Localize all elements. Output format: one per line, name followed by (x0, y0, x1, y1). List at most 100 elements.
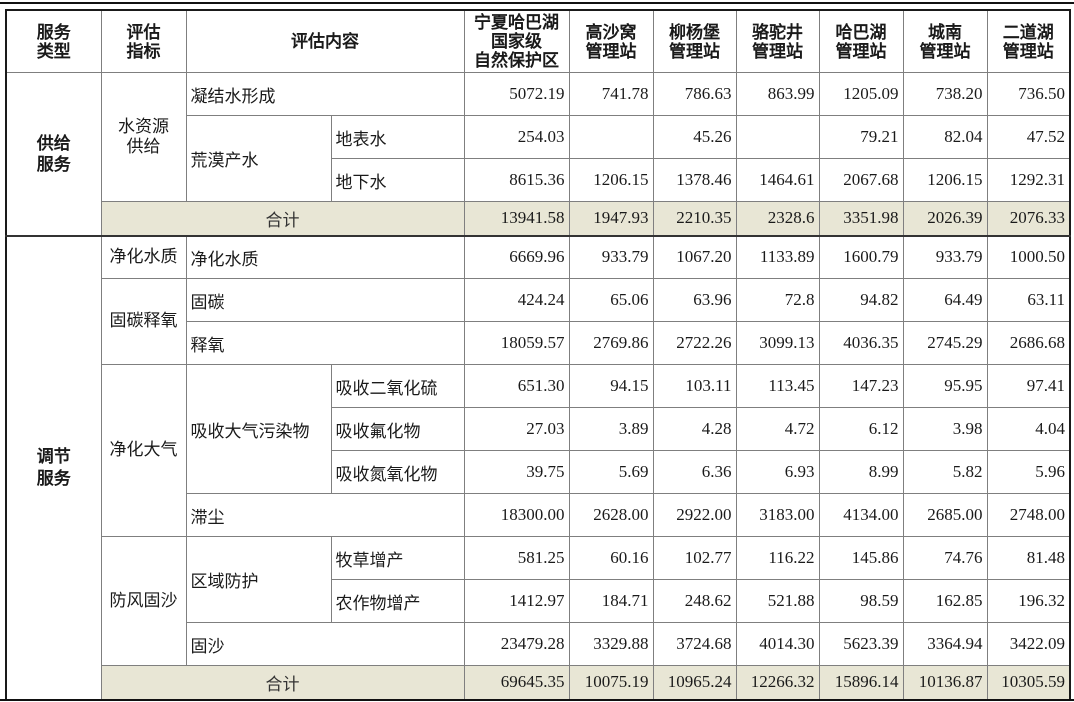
value-cell: 113.45 (735, 364, 820, 409)
value-cell: 738.20 (902, 72, 988, 117)
row-label: 固碳 (185, 278, 465, 323)
value-cell: 69645.35 (463, 665, 570, 701)
value-cell: 116.22 (735, 536, 820, 581)
value-cell: 3183.00 (735, 493, 820, 538)
group-label-absorb-pollutants: 吸收大气污染物 (185, 364, 332, 495)
value-cell: 79.21 (818, 115, 904, 160)
value-cell: 6669.96 (463, 234, 570, 280)
row-label: 凝结水形成 (185, 72, 465, 117)
value-cell: 5072.19 (463, 72, 570, 117)
table-row-crop: 农作物增产 1412.97 184.71 248.62 521.88 98.59… (6, 579, 1071, 624)
table-row-ground-water: 地下水 8615.36 1206.15 1378.46 1464.61 2067… (6, 158, 1071, 203)
value-cell: 2328.6 (735, 201, 820, 237)
value-cell: 3.89 (568, 407, 654, 452)
value-cell: 1378.46 (652, 158, 737, 203)
indicator-windbreak-sand: 防风固沙 (100, 536, 187, 667)
row-label: 吸收二氧化硫 (330, 364, 465, 409)
value-cell: 6.93 (735, 450, 820, 495)
table-row-sand-fixation: 固沙 23479.28 3329.88 3724.68 4014.30 5623… (6, 622, 1071, 667)
header-station: 城南 管理站 (902, 9, 988, 74)
row-label: 地下水 (330, 158, 465, 203)
value-cell: 736.50 (986, 72, 1071, 117)
value-cell: 5.82 (902, 450, 988, 495)
value-cell: 1206.15 (902, 158, 988, 203)
value-cell: 521.88 (735, 579, 820, 624)
indicator-purify-air: 净化大气 (100, 364, 187, 538)
value-cell: 12266.32 (735, 665, 820, 701)
header-station: 骆驼井 管理站 (735, 9, 820, 74)
table-row-grass: 防风固沙 区域防护 牧草增产 581.25 60.16 102.77 116.2… (6, 536, 1071, 667)
table-row-supply-total: 合计 13941.58 1947.93 2210.35 2328.6 3351.… (6, 201, 1071, 237)
top-rule (0, 2, 1074, 4)
table-row-condensation: 供给 服务 水资源 供给 凝结水形成 5072.19 741.78 786.63… (5, 72, 1071, 237)
value-cell: 2745.29 (902, 321, 988, 366)
value-cell: 94.15 (568, 364, 654, 409)
value-cell: 102.77 (652, 536, 737, 581)
header-station: 高沙窝 管理站 (568, 9, 654, 74)
value-cell: 2628.00 (568, 493, 654, 538)
value-cell: 1947.93 (568, 201, 654, 237)
group-label-regional-protection: 区域防护 (185, 536, 332, 624)
value-cell: 1133.89 (735, 234, 820, 280)
value-cell: 254.03 (463, 115, 570, 160)
value-cell: 3351.98 (818, 201, 904, 237)
value-cell: 162.85 (902, 579, 988, 624)
table-row-purify-water: 调节 服务 净化水质 净化水质 6669.96 933.79 1067.20 1… (5, 234, 1071, 701)
value-cell: 3099.13 (735, 321, 820, 366)
table-row-surface-water: 荒漠产水 地表水 254.03 45.26 79.21 82.04 47.52 (6, 115, 1071, 203)
value-cell: 741.78 (568, 72, 654, 117)
value-cell: 1600.79 (818, 234, 904, 280)
value-cell: 18059.57 (463, 321, 570, 366)
value-cell: 933.79 (568, 234, 654, 280)
value-cell: 6.36 (652, 450, 737, 495)
row-label: 农作物增产 (330, 579, 465, 624)
value-cell: 651.30 (463, 364, 570, 409)
table-row-so2: 净化大气 吸收大气污染物 吸收二氧化硫 651.30 94.15 103.11 … (6, 364, 1071, 538)
value-cell: 184.71 (568, 579, 654, 624)
header-indicator: 评估 指标 (100, 9, 187, 74)
row-label: 净化水质 (185, 234, 465, 280)
value-cell: 1067.20 (652, 234, 737, 280)
table-row-dust: 滞尘 18300.00 2628.00 2922.00 3183.00 4134… (6, 493, 1071, 538)
value-cell: 72.8 (735, 278, 820, 323)
value-cell: 5.69 (568, 450, 654, 495)
value-cell: 3.98 (902, 407, 988, 452)
table-row-oxygen: 释氧 18059.57 2769.86 2722.26 3099.13 4036… (6, 321, 1071, 366)
value-cell: 3724.68 (652, 622, 737, 667)
service-type-regulation: 调节 服务 (5, 234, 102, 701)
table-row-regulation-total: 合计 69645.35 10075.19 10965.24 12266.32 1… (6, 665, 1071, 701)
value-cell: 147.23 (818, 364, 904, 409)
value-cell: 6.12 (818, 407, 904, 452)
value-cell: 103.11 (652, 364, 737, 409)
total-label: 合计 (100, 665, 465, 701)
value-cell: 2026.39 (902, 201, 988, 237)
value-cell: 4.04 (986, 407, 1071, 452)
row-label: 吸收氟化物 (330, 407, 465, 452)
row-label: 固沙 (185, 622, 465, 667)
value-cell: 45.26 (652, 115, 737, 160)
value-cell: 10075.19 (568, 665, 654, 701)
header-reserve: 宁夏哈巴湖 国家级 自然保护区 (463, 9, 570, 74)
ecosystem-services-table: 服务 类型 评估 指标 评估内容 宁夏哈巴湖 国家级 自然保护区 高沙窝 管理站… (5, 9, 1071, 701)
value-cell: 27.03 (463, 407, 570, 452)
value-cell: 4036.35 (818, 321, 904, 366)
header-row: 服务 类型 评估 指标 评估内容 宁夏哈巴湖 国家级 自然保护区 高沙窝 管理站… (5, 9, 1071, 74)
value-cell: 2076.33 (986, 201, 1071, 237)
value-cell: 97.41 (986, 364, 1071, 409)
table-row-nox: 吸收氮氧化物 39.75 5.69 6.36 6.93 8.99 5.82 5.… (6, 450, 1071, 495)
group-label-desert-water: 荒漠产水 (185, 115, 332, 203)
value-cell: 63.11 (986, 278, 1071, 323)
value-cell: 3364.94 (902, 622, 988, 667)
value-cell: 2210.35 (652, 201, 737, 237)
service-type-supply: 供给 服务 (5, 72, 102, 237)
value-cell: 581.25 (463, 536, 570, 581)
value-cell: 98.59 (818, 579, 904, 624)
value-cell: 39.75 (463, 450, 570, 495)
table-row-carbon: 固碳释氧 固碳 424.24 65.06 63.96 72.8 94.82 64… (6, 278, 1071, 366)
value-cell: 1206.15 (568, 158, 654, 203)
value-cell: 1205.09 (818, 72, 904, 117)
value-cell: 5623.39 (818, 622, 904, 667)
value-cell: 74.76 (902, 536, 988, 581)
value-cell: 1464.61 (735, 158, 820, 203)
